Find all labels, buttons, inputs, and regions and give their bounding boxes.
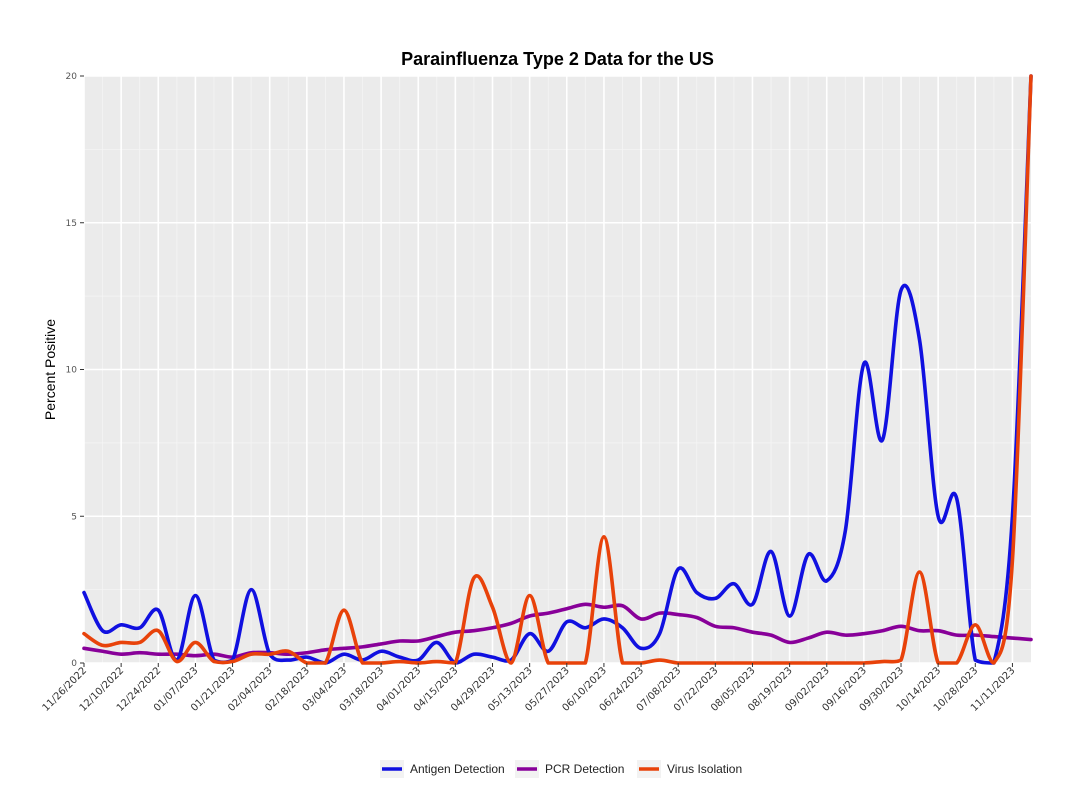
series-line-virus-isolation (82, 74, 1033, 665)
legend-label: PCR Detection (545, 762, 624, 776)
series-line-antigen-detection (82, 74, 1033, 665)
y-tick-label: 10 (66, 366, 78, 376)
y-tick-label: 20 (66, 72, 78, 82)
legend: Antigen Detection PCR Detection Virus Isol… (380, 760, 742, 778)
legend-item-pcr-detection: PCR Detection (515, 760, 624, 778)
major-gridlines (83, 75, 1031, 664)
y-tick-label: 5 (71, 512, 77, 522)
legend-label: Antigen Detection (410, 762, 505, 776)
y-tick-label: 15 (66, 219, 77, 229)
series-line-pcr-detection (82, 602, 1033, 659)
chart-title: Parainfluenza Type 2 Data for the US (401, 49, 714, 69)
legend-item-virus-isolation: Virus Isolation (637, 760, 742, 778)
x-axis: 11/26/202212/10/202212/24/202201/07/2023… (41, 663, 1018, 714)
legend-item-antigen-detection: Antigen Detection (380, 760, 505, 778)
y-tick-label: 0 (71, 659, 77, 669)
series-lines (82, 74, 1033, 665)
y-axis-label: Percent Positive (42, 319, 58, 420)
y-axis: 0 5 10 15 20 (66, 72, 84, 669)
legend-label: Virus Isolation (667, 762, 742, 776)
